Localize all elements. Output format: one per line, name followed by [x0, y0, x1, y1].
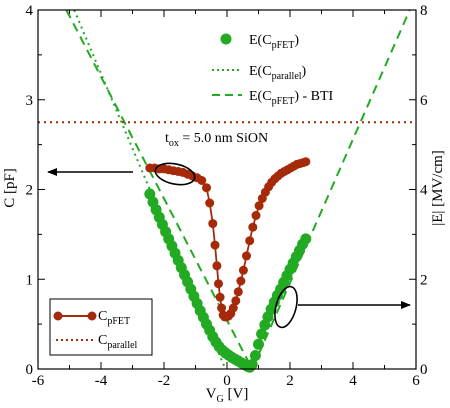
series-1-point-36 — [256, 328, 268, 340]
legend-label-cparallel: Cparallel — [98, 333, 138, 351]
legend-marker-cpfet-dot-2 — [87, 311, 97, 321]
series-0-point-12 — [202, 183, 211, 193]
series-line-3 — [65, 9, 411, 372]
legend-bottom-left: CpFET Cparallel — [49, 298, 153, 356]
series-0-point-34 — [254, 201, 264, 211]
series-0-point-15 — [210, 240, 220, 250]
left-curve-ellipse — [154, 162, 196, 186]
oxide-annotation: tox = 5.0 nm SiON — [165, 131, 268, 149]
x-tick-label-3: 0 — [223, 373, 231, 389]
right-curve-ellipse — [274, 285, 298, 329]
series-0-point-28 — [236, 276, 246, 286]
series-0-point-33 — [251, 211, 261, 220]
series-1-point-33 — [246, 359, 258, 370]
legend-label-e-cpfet: E(CpFET) — [249, 33, 299, 51]
series-0-point-30 — [242, 251, 251, 261]
y-right-tick-label-1: 2 — [420, 272, 428, 288]
y-left-tick-label-3: 3 — [26, 93, 34, 109]
series-0-point-32 — [248, 222, 258, 232]
series-0-point-49 — [301, 157, 311, 167]
series-0-point-29 — [238, 265, 248, 275]
series-0-point-19 — [217, 303, 227, 313]
x-axis-label: VG [V] — [206, 386, 249, 405]
y-left-tick-label-2: 2 — [26, 183, 34, 199]
x-tick-label-0: -6 — [32, 373, 45, 389]
y-left-tick-label-4: 4 — [26, 3, 34, 19]
series-0-point-17 — [214, 279, 223, 289]
series-0-point-27 — [233, 287, 243, 297]
y-right-tick-label-2: 4 — [420, 183, 428, 199]
series-1-point-34 — [249, 350, 261, 361]
legend-label-e-cparallel: E(Cparallel) — [249, 64, 307, 82]
legend-label-cpfet: CpFET — [98, 309, 130, 327]
series-0-point-11 — [197, 176, 207, 185]
x-tick-label-1: -4 — [95, 373, 108, 389]
legend-top-right: E(CpFET) E(Cparallel) E(CpFET) - BTI — [212, 33, 334, 107]
series-1-point-50 — [300, 233, 312, 245]
y-right-tick-label-3: 6 — [420, 93, 428, 109]
x-tick-label-6: 6 — [412, 373, 420, 389]
y-right-tick-label-4: 8 — [420, 3, 428, 19]
x-tick-label-5: 4 — [349, 373, 357, 389]
series-0-point-18 — [215, 292, 225, 302]
series-0-point-26 — [231, 296, 241, 306]
legend-marker-cpfet-dot-1 — [53, 311, 63, 321]
x-axis-label-unit: [V] — [224, 386, 249, 402]
series-0-point-25 — [228, 303, 238, 313]
x-tick-label-2: -2 — [158, 373, 171, 389]
legend-marker-e-cpfet — [220, 33, 232, 45]
legend-label-e-cpfet-bti: E(CpFET) - BTI — [249, 89, 334, 107]
y-right-tick-label-0: 0 — [420, 362, 428, 378]
series-0-point-31 — [245, 236, 255, 246]
x-axis-label-sub: G — [217, 394, 224, 405]
legend-box — [49, 298, 153, 356]
series-1-point-35 — [253, 338, 264, 350]
series-0-point-13 — [205, 198, 215, 208]
series-0-point-16 — [212, 261, 222, 271]
x-axis-label-base: V — [206, 386, 217, 402]
x-tick-label-4: 2 — [286, 373, 294, 389]
y-left-tick-label-0: 0 — [26, 362, 34, 378]
y-left-tick-label-1: 1 — [26, 272, 34, 288]
y-axis-right-label: |E| [MV/cm] — [430, 150, 446, 226]
series-0-point-14 — [208, 219, 218, 229]
y-axis-left-label: C [pF] — [2, 168, 18, 208]
